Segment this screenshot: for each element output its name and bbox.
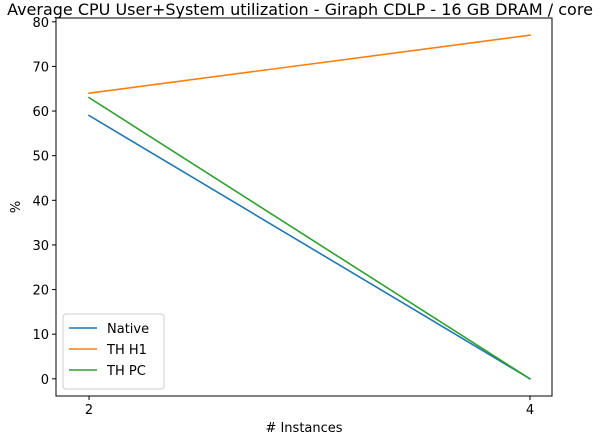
y-tick-label: 10 bbox=[32, 328, 49, 343]
series-line-th-pc bbox=[87, 96, 532, 380]
y-tick-label: 20 bbox=[32, 284, 49, 299]
legend-label: TH H1 bbox=[106, 343, 147, 358]
y-tick-label: 50 bbox=[32, 150, 49, 165]
legend-label: TH PC bbox=[106, 364, 146, 379]
y-tick-label: 70 bbox=[32, 60, 49, 75]
chart-title: Average CPU User+System utilization - Gi… bbox=[7, 0, 593, 19]
axes-frame bbox=[55, 17, 553, 397]
legend: Native TH H1 TH PC bbox=[62, 313, 165, 390]
y-tick-label: 60 bbox=[32, 105, 49, 120]
series-line-th-h1 bbox=[88, 34, 531, 95]
series-line-native bbox=[87, 114, 532, 380]
y-axis-label: % bbox=[9, 201, 24, 213]
x-tick-label: 4 bbox=[526, 403, 534, 418]
plot-area bbox=[87, 34, 532, 380]
legend-label: Native bbox=[107, 322, 149, 337]
y-tick-label: 0 bbox=[41, 373, 49, 388]
x-tick-label: 2 bbox=[85, 403, 93, 418]
y-tick-label: 40 bbox=[32, 194, 49, 209]
y-tick-label: 30 bbox=[32, 239, 49, 254]
y-tick-label: 80 bbox=[32, 16, 49, 31]
y-axis: 0 10 20 30 40 50 60 70 80 bbox=[32, 16, 56, 388]
x-axis-label: # Instances bbox=[265, 421, 342, 432]
